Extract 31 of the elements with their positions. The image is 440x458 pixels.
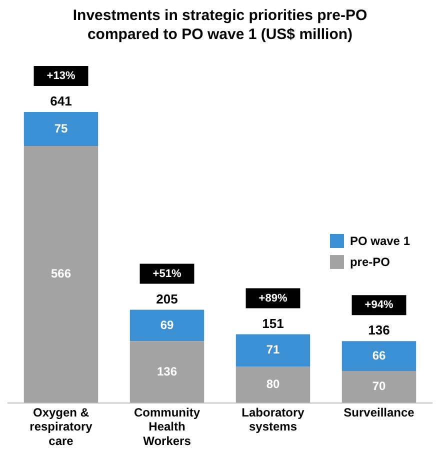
data-label: 75: [54, 121, 68, 136]
bar: [130, 310, 204, 342]
total-label: 151: [262, 316, 284, 331]
x-tick-label: Oxygen & respiratory care: [30, 405, 93, 448]
data-label: 136: [156, 364, 178, 378]
annotation: +89%: [258, 292, 288, 304]
annotation: +51%: [152, 268, 182, 280]
data-label: 80: [266, 376, 280, 391]
data-label: 66: [372, 348, 386, 362]
data-label: 566: [50, 266, 72, 281]
bar: [342, 341, 416, 372]
text: +13%: [46, 70, 76, 82]
total-label: 641: [50, 94, 72, 109]
x-tick-label: Surveillance: [344, 405, 415, 420]
bar: [236, 366, 310, 403]
annotation: +94%: [364, 299, 394, 312]
bar: [24, 146, 98, 403]
bar: [342, 371, 416, 403]
data-label: 70: [372, 379, 386, 394]
data-label: 71: [266, 342, 280, 357]
bar: [236, 334, 310, 367]
total-label: 136: [368, 322, 390, 338]
chart-title: Investments in strategic priorities pre-PO compared to PO wave 1 (US$ million): [72, 6, 368, 44]
x-tick-label: Laboratory systems: [242, 405, 305, 434]
bar: [130, 341, 204, 403]
data-label: 69: [160, 318, 174, 332]
legend-label: PO wave 1: [350, 234, 410, 248]
x-tick-label: Community Health Workers: [134, 405, 200, 448]
legend-label: pre-PO: [350, 255, 390, 269]
total-label: 205: [156, 291, 178, 306]
bar: [24, 112, 98, 146]
